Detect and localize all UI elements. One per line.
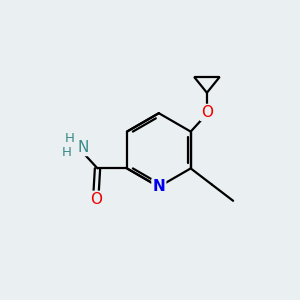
Text: H: H xyxy=(62,146,71,159)
Text: N: N xyxy=(152,179,165,194)
Text: O: O xyxy=(90,192,102,207)
Text: N: N xyxy=(78,140,89,155)
Text: O: O xyxy=(201,105,213,120)
Text: H: H xyxy=(64,133,74,146)
